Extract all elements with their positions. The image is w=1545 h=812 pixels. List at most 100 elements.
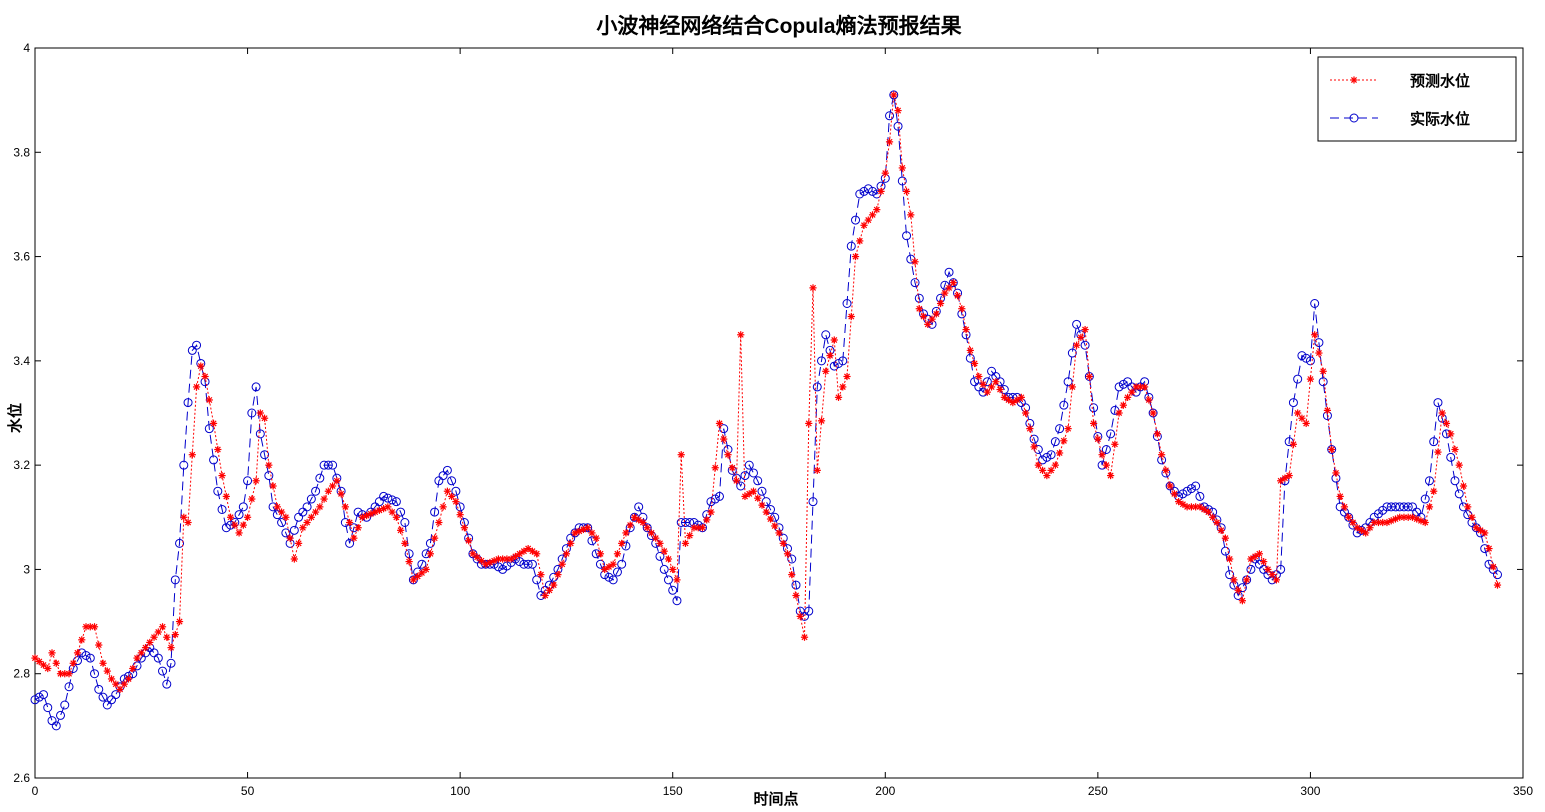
x-tick-label: 50 bbox=[241, 784, 255, 798]
actual-point bbox=[523, 559, 533, 569]
y-tick-label: 3.8 bbox=[13, 145, 30, 159]
y-tick-label: 3 bbox=[23, 562, 30, 576]
predicted-point bbox=[754, 494, 762, 502]
predicted-point bbox=[584, 524, 592, 532]
actual-point bbox=[680, 518, 690, 527]
predicted-point bbox=[945, 284, 953, 292]
legend-box bbox=[1317, 56, 1517, 142]
actual-point bbox=[1386, 502, 1396, 512]
predicted-point bbox=[1289, 440, 1298, 448]
predicted-point bbox=[209, 419, 218, 428]
predicted-point bbox=[222, 492, 230, 501]
predicted-point bbox=[341, 503, 349, 511]
predicted-point bbox=[1323, 406, 1332, 414]
actual-point bbox=[162, 679, 172, 689]
predicted-point bbox=[171, 631, 179, 639]
actual-point bbox=[817, 356, 827, 366]
predicted-point bbox=[1149, 409, 1157, 417]
predicted-point bbox=[1230, 576, 1238, 584]
actual-point bbox=[1063, 377, 1073, 387]
actual-point bbox=[238, 502, 248, 512]
predicted-point bbox=[673, 576, 681, 584]
predicted-point bbox=[907, 211, 915, 219]
predicted-point bbox=[175, 617, 184, 626]
predicted-point bbox=[192, 383, 201, 391]
y-tick-label: 3.4 bbox=[13, 354, 30, 368]
predicted-point bbox=[329, 482, 337, 490]
actual-point bbox=[808, 497, 818, 507]
actual-point bbox=[98, 692, 108, 702]
actual-point bbox=[170, 575, 180, 585]
predicted-point bbox=[507, 555, 515, 563]
predicted-point bbox=[715, 419, 724, 428]
actual-point bbox=[217, 504, 227, 514]
predicted-point bbox=[1485, 544, 1493, 553]
actual-point bbox=[1395, 502, 1405, 512]
actual-point bbox=[213, 486, 223, 496]
predicted-point bbox=[397, 526, 405, 534]
predicted-point bbox=[639, 518, 647, 527]
predicted-point bbox=[970, 359, 979, 368]
actual-point bbox=[247, 408, 257, 418]
predicted-point bbox=[112, 680, 120, 688]
predicted-point bbox=[558, 560, 566, 568]
predicted-point bbox=[567, 539, 575, 547]
actual-point bbox=[1429, 437, 1439, 447]
actual-point bbox=[204, 424, 214, 434]
predicted-point bbox=[1336, 492, 1344, 501]
actual-point bbox=[1225, 570, 1235, 580]
predicted-point bbox=[652, 534, 660, 542]
predicted-point bbox=[766, 515, 775, 523]
predicted-point bbox=[146, 638, 154, 647]
predicted-point bbox=[834, 393, 843, 401]
actual-point bbox=[1446, 452, 1456, 462]
predicted-point bbox=[839, 383, 847, 391]
predicted-point bbox=[401, 539, 409, 547]
actual-point bbox=[842, 299, 852, 308]
actual-point bbox=[56, 710, 66, 720]
actual-point bbox=[1399, 502, 1409, 512]
actual-point bbox=[1288, 398, 1298, 408]
predicted-point bbox=[1030, 443, 1038, 451]
predicted-point bbox=[520, 547, 528, 555]
predicted-point bbox=[698, 524, 707, 532]
predicted-point bbox=[707, 508, 715, 516]
actual-point bbox=[345, 538, 355, 548]
axis-ticks: 0 50 100 150 200 250 300 350 2.6 2.8 3 3.2 3.4 3.6 3.8… bbox=[13, 41, 1533, 798]
y-tick-label: 3.2 bbox=[13, 458, 30, 472]
predicted-point bbox=[350, 534, 358, 542]
actual-point bbox=[714, 491, 724, 501]
predicted-point bbox=[1447, 430, 1455, 438]
actual-point bbox=[897, 176, 907, 186]
predicted-point bbox=[129, 664, 137, 673]
plot-area bbox=[34, 47, 1524, 779]
x-tick-label: 100 bbox=[450, 784, 470, 798]
predicted-point bbox=[1383, 518, 1391, 527]
actual-point bbox=[90, 669, 100, 679]
predicted-point bbox=[1264, 565, 1272, 574]
predicted-point bbox=[73, 649, 82, 657]
actual-point bbox=[748, 468, 758, 478]
predicted-point bbox=[856, 237, 864, 245]
predicted-point bbox=[771, 522, 779, 530]
actual-point bbox=[255, 429, 265, 439]
actual-point bbox=[383, 493, 393, 503]
predicted-point bbox=[618, 539, 626, 547]
y-tick-label: 2.8 bbox=[13, 667, 30, 681]
actual-point bbox=[1055, 424, 1065, 434]
actual-point bbox=[914, 293, 924, 303]
actual-point bbox=[1080, 340, 1090, 350]
predicted-point bbox=[537, 571, 545, 579]
predicted-point bbox=[69, 659, 77, 667]
predicted-point bbox=[1362, 529, 1370, 537]
predicted-point bbox=[890, 91, 898, 99]
predicted-point bbox=[669, 565, 677, 574]
predicted-point bbox=[1332, 469, 1340, 477]
predicted-point bbox=[235, 529, 243, 537]
predicted-point bbox=[99, 659, 107, 667]
predicted-point bbox=[1111, 440, 1119, 448]
predicted-point bbox=[252, 477, 260, 485]
actual-point bbox=[328, 460, 338, 470]
actual-point bbox=[1101, 445, 1111, 454]
